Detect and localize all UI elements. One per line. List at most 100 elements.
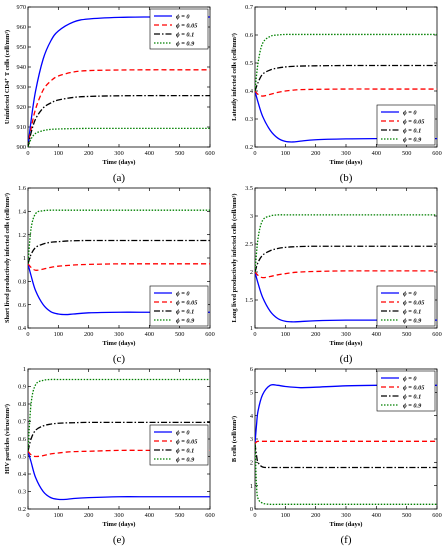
- legend-entry-label: ϕ = 0.05: [176, 22, 197, 29]
- y-tick-label: 1: [23, 366, 26, 373]
- series-line: [255, 88, 437, 97]
- series-group: [255, 383, 437, 506]
- y-tick-label: 0.2: [18, 506, 26, 513]
- legend: ϕ = 0 ϕ = 0.05 ϕ = 0.1 ϕ = 0.9: [149, 285, 209, 327]
- y-tick-label: 4: [250, 413, 254, 420]
- x-tick-label: 300: [114, 150, 123, 157]
- x-tick-label: 300: [114, 512, 123, 519]
- x-tick-label: 500: [402, 331, 411, 338]
- chart-panel: 0 100 200 300 400 500 600 0 1 2 3 4 5 6 Time (days) B c…: [231, 366, 442, 546]
- y-tick-label: 1: [250, 483, 253, 490]
- legend-entry-label: ϕ = 0.9: [176, 40, 195, 47]
- x-tick-label: 100: [281, 512, 290, 519]
- series-line: [28, 127, 210, 147]
- x-tick-label: 400: [145, 150, 154, 157]
- series-line: [28, 263, 210, 271]
- series-line: [255, 214, 437, 273]
- x-tick-label: 600: [205, 512, 214, 519]
- y-tick-label: 1.4: [18, 209, 27, 216]
- y-tick-label: 0.4: [18, 471, 27, 478]
- legend-entry-label: ϕ = 0.1: [176, 308, 194, 315]
- y-tick-label: 960: [17, 24, 26, 31]
- x-tick-label: 200: [311, 150, 320, 157]
- x-tick-label: 300: [341, 512, 350, 519]
- legend-entry-label: ϕ = 0.9: [403, 136, 422, 143]
- y-tick-label: 0.6: [245, 32, 253, 39]
- y-tick-label: 0.4: [18, 325, 27, 332]
- panel-caption: (e): [113, 534, 126, 546]
- x-tick-label: 0: [253, 512, 256, 519]
- legend: ϕ = 0 ϕ = 0.05 ϕ = 0.1 ϕ = 0.9: [149, 424, 209, 466]
- series-line: [255, 383, 437, 444]
- y-tick-label: 950: [17, 44, 26, 51]
- x-tick-label: 200: [311, 512, 320, 519]
- series-line: [255, 270, 437, 279]
- legend-entry-label: ϕ = 0.9: [403, 317, 422, 324]
- series-line: [28, 209, 210, 264]
- x-tick-label: 600: [432, 512, 441, 519]
- x-axis-label: Time (days): [330, 521, 363, 528]
- y-tick-label: 1: [23, 255, 26, 262]
- y-tick-label: 920: [17, 104, 26, 111]
- y-tick-label: 900: [17, 144, 26, 151]
- y-tick-label: 970: [17, 4, 26, 11]
- panel-caption: (d): [340, 353, 353, 365]
- x-tick-label: 500: [175, 150, 184, 157]
- y-axis-label: Short lived productively infected cells …: [4, 193, 11, 323]
- x-tick-label: 200: [84, 331, 93, 338]
- y-tick-label: 3: [250, 436, 253, 443]
- y-tick-label: 2: [250, 460, 253, 467]
- x-tick-label: 200: [311, 331, 320, 338]
- x-tick-label: 100: [54, 512, 63, 519]
- series-line: [255, 440, 437, 445]
- y-tick-label: 0.3: [18, 489, 26, 496]
- series-line: [255, 443, 437, 469]
- y-tick-label: 2: [250, 269, 253, 276]
- y-tick-label: 5: [250, 390, 253, 397]
- y-axis-label: B cells (cell/mm³): [231, 416, 238, 462]
- y-tick-label: 2.5: [245, 241, 253, 248]
- legend-entry-label: ϕ = 0.1: [403, 393, 421, 400]
- chart-panel: 0 100 200 300 400 500 600 900 910 920 930 940 950 960…: [4, 4, 215, 184]
- legend-box: [149, 8, 209, 50]
- x-tick-label: 600: [432, 150, 441, 157]
- series-group: [255, 33, 437, 143]
- x-tick-label: 600: [205, 331, 214, 338]
- x-tick-label: 400: [372, 331, 381, 338]
- legend-entry-label: ϕ = 0.1: [176, 31, 194, 38]
- x-axis-label: Time (days): [330, 159, 363, 166]
- panel-caption: (c): [113, 353, 126, 365]
- series-line: [255, 64, 437, 92]
- legend: ϕ = 0 ϕ = 0.05 ϕ = 0.1 ϕ = 0.9: [376, 370, 436, 412]
- x-tick-label: 200: [84, 512, 93, 519]
- x-tick-label: 100: [54, 150, 63, 157]
- y-tick-label: 3: [250, 213, 253, 220]
- y-tick-label: 0.9: [18, 384, 26, 391]
- legend-entry-label: ϕ = 0.1: [403, 308, 421, 315]
- series-line: [28, 69, 210, 147]
- y-tick-label: 0.4: [245, 88, 254, 95]
- y-tick-label: 0.7: [18, 419, 26, 426]
- series-group: [28, 378, 210, 501]
- y-tick-label: 0.6: [18, 436, 26, 443]
- x-tick-label: 500: [175, 331, 184, 338]
- x-tick-label: 500: [402, 150, 411, 157]
- y-tick-label: 0.6: [18, 302, 26, 309]
- legend-entry-label: ϕ = 0.05: [403, 299, 424, 306]
- x-tick-label: 400: [372, 150, 381, 157]
- legend-entry-label: ϕ = 0.9: [403, 402, 422, 409]
- chart-panel: 0 100 200 300 400 500 600 0.2 0.3 0.4 0.5 0.6 0.7 Tim…: [231, 4, 442, 184]
- legend-entry-label: ϕ = 0: [176, 290, 190, 297]
- series-line: [28, 263, 210, 316]
- series-line: [255, 245, 437, 273]
- series-group: [255, 214, 437, 323]
- y-tick-label: 910: [17, 124, 26, 131]
- y-tick-label: 1.5: [245, 297, 253, 304]
- y-axis-label: Long lived productively infected cells (…: [231, 194, 238, 323]
- x-tick-label: 400: [145, 331, 154, 338]
- x-axis-label: Time (days): [103, 159, 136, 166]
- y-tick-label: 0.8: [18, 279, 26, 286]
- x-tick-label: 400: [145, 512, 154, 519]
- y-tick-label: 0.3: [245, 116, 253, 123]
